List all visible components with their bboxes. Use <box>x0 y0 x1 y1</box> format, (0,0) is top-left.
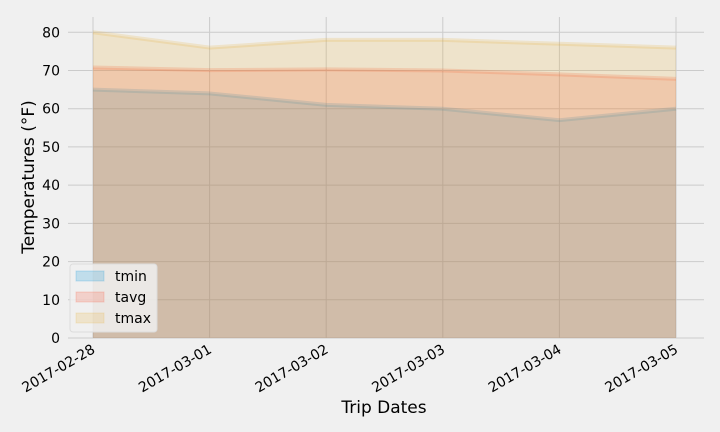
legend-box <box>69 263 158 333</box>
legend-swatch-tavg <box>75 291 105 303</box>
x-tick-label-2: 2017-03-02 <box>253 342 331 397</box>
x-tick-label-4: 2017-03-04 <box>486 342 565 397</box>
y-tick-label-2: 20 <box>42 255 60 271</box>
line-tavg <box>92 65 677 81</box>
y-tick-label-6: 60 <box>42 102 60 118</box>
legend-swatch-tmin <box>75 270 105 282</box>
line-tmax <box>92 30 677 50</box>
y-tick-label-5: 50 <box>42 140 60 156</box>
x-axis-label: Trip Dates <box>340 398 426 418</box>
y-tick-label-4: 40 <box>42 178 60 194</box>
legend-label-tmax: tmax <box>115 311 151 327</box>
y-tick-label-3: 30 <box>42 216 60 232</box>
point-tmax-5 <box>674 46 678 50</box>
point-tmax-3 <box>441 38 445 42</box>
y-tick-label-0: 0 <box>51 331 60 347</box>
y-tick-label-1: 10 <box>42 293 60 309</box>
chart-grid <box>68 17 704 339</box>
x-axis-ticks: 2017-02-28 2017-03-01 2017-03-02 2017-03-03… <box>20 342 681 397</box>
x-tick-label-5: 2017-03-05 <box>603 342 681 397</box>
x-tick-label-0: 2017-02-28 <box>20 342 98 397</box>
point-tmax-0 <box>91 30 95 34</box>
point-tmax-1 <box>208 46 212 50</box>
area-tmin <box>93 89 676 338</box>
chart-legend: tmin tavg tmax <box>69 263 158 333</box>
chart-areas <box>91 30 678 339</box>
x-tick-label-3: 2017-03-03 <box>369 342 447 397</box>
x-tick-label-1: 2017-03-01 <box>136 342 214 397</box>
area-tmax <box>93 32 676 339</box>
point-tmax-4 <box>557 42 561 46</box>
y-axis-label: Temperatures (°F) <box>19 100 39 255</box>
point-tmax-2 <box>324 38 328 42</box>
y-tick-label-8: 80 <box>42 25 60 41</box>
area-tavg <box>93 67 676 338</box>
line-tmin <box>92 87 677 123</box>
y-axis-ticks: 0 10 20 30 40 50 60 70 80 <box>42 25 60 347</box>
y-tick-label-7: 70 <box>42 64 60 80</box>
legend-swatch-tmax <box>75 312 105 324</box>
legend-label-tavg: tavg <box>115 290 146 306</box>
legend-label-tmin: tmin <box>115 269 147 285</box>
